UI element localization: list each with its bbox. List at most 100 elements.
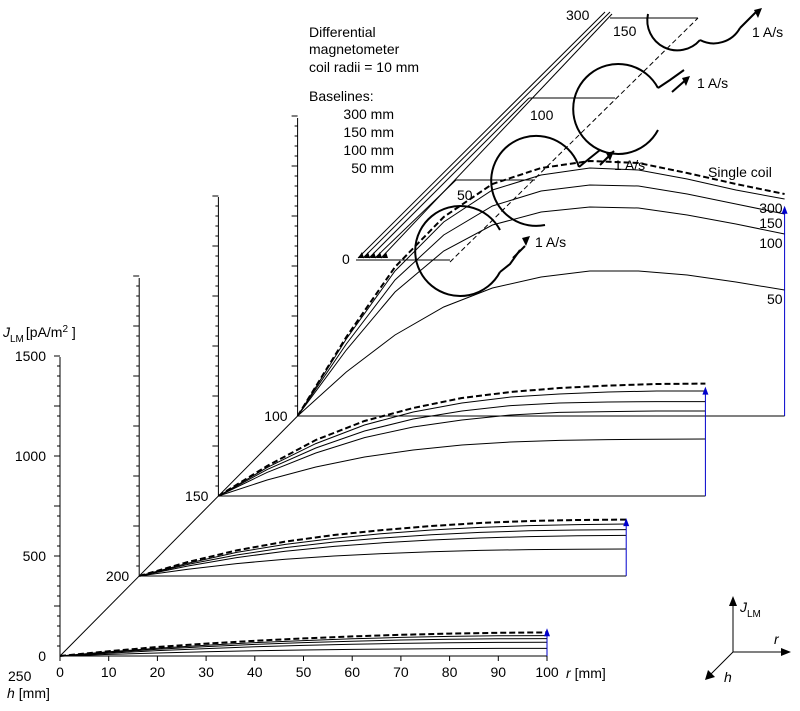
x-axis-label-main: r <box>566 665 572 681</box>
coil-label-0: 0 <box>342 251 350 267</box>
triad-label-h: h <box>724 669 732 685</box>
triad-label-j: JLM <box>739 599 761 620</box>
orientation-triad: JLM r h <box>705 596 791 685</box>
depth-tick-label: 250 <box>8 668 32 684</box>
x-tick-label: 20 <box>150 664 166 680</box>
coil-loop <box>414 205 501 297</box>
guide-arrowhead <box>364 252 370 258</box>
coil-loop <box>646 13 701 52</box>
coil-lead <box>512 245 526 259</box>
triad-label-j-main: J <box>739 599 748 615</box>
series-label: 50 <box>767 291 783 307</box>
series-line-300 <box>139 523 627 577</box>
series-line-single-coil <box>138 518 627 577</box>
current-arrowhead <box>754 8 762 18</box>
coil-guide-line <box>357 11 606 259</box>
guide-arrowhead <box>382 252 388 258</box>
y-axis-label-sup: 2 <box>62 324 68 335</box>
depth-tick-label: 150 <box>185 488 209 504</box>
coil-axis-dashed <box>449 17 699 263</box>
series-line-50 <box>139 548 627 577</box>
series-label: 100 <box>759 235 783 251</box>
x-axis-label-unit: [mm] <box>575 665 606 681</box>
depth-tick-label: 200 <box>106 568 130 584</box>
series-line-300 <box>59 635 548 657</box>
y-axis-label-sub: LM <box>10 334 24 345</box>
series-line-50 <box>297 270 785 417</box>
current-arrowhead <box>522 236 530 246</box>
annotation-line: Differential <box>309 24 376 40</box>
depth-tick-label: 100 <box>264 408 288 424</box>
triad-axis-h <box>707 651 734 678</box>
series-line-50 <box>59 647 547 657</box>
x-tick-label: 60 <box>344 664 360 680</box>
current-label: 1 A/s <box>697 75 728 91</box>
triad-arrowhead <box>781 648 791 656</box>
y-tick-label: 0 <box>38 648 46 664</box>
series-line-100 <box>139 534 627 577</box>
baselines-title: Baselines: <box>309 88 374 104</box>
coil-diagram <box>356 8 762 297</box>
baseline-item: 100 mm <box>343 142 394 158</box>
series-line-single-coil <box>217 382 706 497</box>
coil-label-300: 300 <box>566 7 590 23</box>
x-tick-label: 40 <box>247 664 263 680</box>
depth-axis-label: h [mm] <box>7 685 50 701</box>
coil-loop <box>699 27 741 45</box>
r-max-marker-arrowhead <box>781 205 788 214</box>
coil-guide-line <box>362 11 611 259</box>
x-tick-label: 0 <box>56 664 64 680</box>
series-line-150 <box>139 529 627 577</box>
baseline-item: 50 mm <box>351 160 394 176</box>
triad-arrowhead <box>705 670 715 680</box>
series-line-50 <box>218 438 706 497</box>
triad-label-r: r <box>774 631 780 647</box>
x-tick-label: 30 <box>198 664 214 680</box>
y-tick-label: 1500 <box>15 348 46 364</box>
current-arrowhead <box>606 151 614 161</box>
series-line-100 <box>59 641 548 657</box>
coil-label-150: 150 <box>613 23 637 39</box>
series-line-150 <box>297 184 785 417</box>
series-line-100 <box>218 410 706 497</box>
triad-arrowhead <box>729 596 737 606</box>
coil-lead <box>578 149 601 168</box>
coil-label-50: 50 <box>457 187 473 203</box>
y-axis-label-unit-end: ] <box>68 324 76 340</box>
r-max-marker-arrowhead <box>623 518 630 527</box>
coil-lead <box>657 69 685 89</box>
current-arrowhead <box>682 76 690 86</box>
x-tick-label: 50 <box>296 664 312 680</box>
guide-arrowhead <box>358 252 364 258</box>
y-tick-label: 1000 <box>15 448 46 464</box>
series-line-300 <box>297 167 785 417</box>
current-label: 1 A/s <box>752 24 783 40</box>
y-tick-label: 500 <box>23 548 47 564</box>
series-line-100 <box>297 206 785 417</box>
single-coil-label: Single coil <box>708 164 772 180</box>
series-label: 300 <box>759 200 783 216</box>
coil-guide-line <box>380 13 613 259</box>
y-axis-label-unit: [pA/m <box>26 324 63 340</box>
coil-guide-line <box>368 97 530 259</box>
r-max-marker-arrowhead <box>702 386 709 395</box>
annotation-line: coil radii = 10 mm <box>309 59 419 75</box>
triad-label-j-sub: LM <box>747 609 761 620</box>
x-tick-label: 90 <box>491 664 507 680</box>
x-tick-label: 100 <box>535 664 559 680</box>
series-line-150 <box>218 401 706 497</box>
baseline-item: 150 mm <box>343 124 394 140</box>
x-tick-label: 10 <box>101 664 117 680</box>
depth-axis-label-main: h <box>7 685 15 701</box>
y-axis-label: JLM [pA/m2 ] <box>2 324 76 345</box>
coil-loop <box>572 63 659 155</box>
current-label: 1 A/s <box>535 234 566 250</box>
r-max-marker-arrowhead <box>544 628 550 637</box>
series-line-single-coil <box>59 631 548 657</box>
x-tick-label: 70 <box>393 664 409 680</box>
guide-arrowhead <box>370 252 376 258</box>
series-label: 150 <box>759 215 783 231</box>
